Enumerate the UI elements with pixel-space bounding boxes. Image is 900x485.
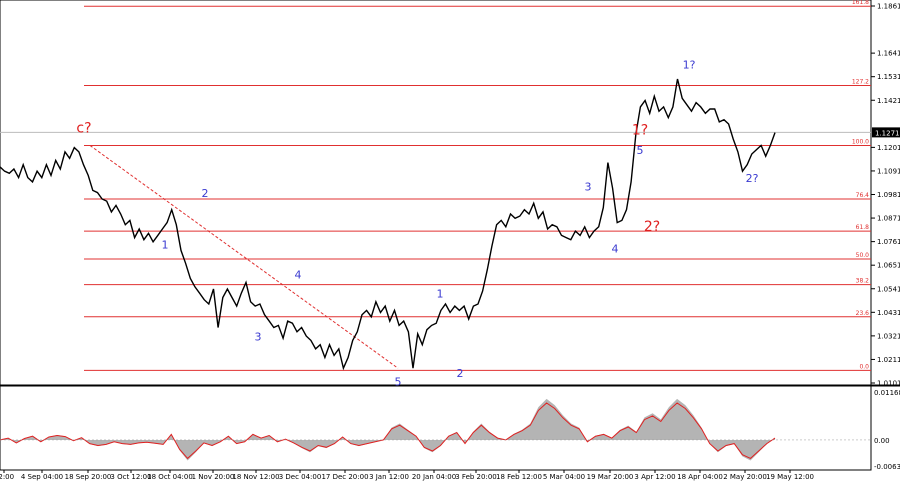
x-tick-label: 4 Sep 04:00 xyxy=(21,473,63,481)
y-tick-label: 1.0101 xyxy=(877,380,900,388)
x-tick-label: 22:00 xyxy=(0,473,14,481)
wave-label: 2 xyxy=(202,187,209,200)
wave-label: 2? xyxy=(746,172,759,185)
fib-level-label: 161.8 xyxy=(852,0,869,6)
wave-label: 3 xyxy=(585,180,592,193)
x-tick-label: 18 Apr 04:00 xyxy=(677,473,723,481)
y-tick-label: 1.0541 xyxy=(877,285,900,293)
x-tick-label: 3 Oct 12:00 xyxy=(110,473,151,481)
x-tick-label: 19 Mar 20:00 xyxy=(587,473,634,481)
x-tick-label: 18 Feb 12:00 xyxy=(496,473,542,481)
wave-label: 1 xyxy=(437,288,444,301)
wave-label: 5 xyxy=(637,144,644,157)
x-tick-label: 3 Apr 12:00 xyxy=(634,473,675,481)
wave-label: 3 xyxy=(255,330,262,343)
oscillator-signal-line xyxy=(0,402,776,460)
y-tick-label: 1.0211 xyxy=(877,356,900,364)
x-tick-label: 18 Nov 12:00 xyxy=(232,473,279,481)
oscillator-panel-frame xyxy=(0,385,872,471)
current-price-tag xyxy=(872,127,900,138)
x-tick-label: 19 May 12:00 xyxy=(766,473,814,481)
y-tick-label: 1.0651 xyxy=(877,262,900,270)
y-tick-label: 1.1861 xyxy=(877,3,900,11)
oscillator-tick-label: 0.00 xyxy=(874,437,890,445)
wave-label: 1? xyxy=(683,58,696,71)
price-line xyxy=(0,78,776,371)
y-tick-label: 1.1641 xyxy=(877,50,900,58)
x-tick-label: 18 Sep 20:00 xyxy=(65,473,112,481)
y-tick-label: 1.1091 xyxy=(877,167,900,175)
wave-label: 4 xyxy=(295,268,302,281)
wave-label: 2? xyxy=(644,219,660,235)
fib-level-label: 0.0 xyxy=(859,363,869,370)
fib-level-label: 76.4 xyxy=(856,192,870,199)
x-tick-label: 3 Feb 20:00 xyxy=(455,473,496,481)
x-tick-label: 1 Nov 20:00 xyxy=(192,473,235,481)
current-price-label: 1.1271 xyxy=(875,129,900,137)
y-tick-label: 1.0321 xyxy=(877,332,900,340)
wave-label: c? xyxy=(76,121,91,137)
x-tick-label: 20 Jan 04:00 xyxy=(412,473,456,481)
oscillator-tick-label: -0.00635 xyxy=(874,463,900,471)
fib-level-label: 50.0 xyxy=(856,252,870,259)
fib-level-label: 127.2 xyxy=(852,78,869,85)
oscillator-histogram xyxy=(0,398,775,461)
fib-level-label: 38.2 xyxy=(856,278,870,285)
wave-label: 1? xyxy=(632,123,648,139)
x-tick-label: 2 May 20:00 xyxy=(723,473,767,481)
y-tick-label: 1.0981 xyxy=(877,191,900,199)
fib-level-label: 100.0 xyxy=(852,138,869,145)
wave-label: 5 xyxy=(395,375,402,388)
y-tick-label: 1.0761 xyxy=(877,238,900,246)
fib-level-label: 61.8 xyxy=(856,224,870,231)
wave-label: 4 xyxy=(612,243,619,256)
wave-label: 1 xyxy=(162,238,169,251)
retracement-line xyxy=(89,145,399,369)
y-tick-label: 1.1421 xyxy=(877,97,900,105)
y-tick-label: 1.0431 xyxy=(877,309,900,317)
oscillator-tick-label: 0.01168 xyxy=(874,389,900,397)
x-tick-label: 3 Dec 04:00 xyxy=(279,473,322,481)
price-panel-frame xyxy=(0,0,872,386)
y-tick-label: 1.1201 xyxy=(877,144,900,152)
x-tick-label: 5 Mar 04:00 xyxy=(543,473,585,481)
wave-label: 2 xyxy=(457,367,464,380)
y-tick-label: 1.1531 xyxy=(877,73,900,81)
x-tick-label: 17 Dec 20:00 xyxy=(321,473,368,481)
x-tick-label: 3 Jan 12:00 xyxy=(369,473,409,481)
y-tick-label: 1.0871 xyxy=(877,215,900,223)
fib-level-label: 23.6 xyxy=(856,310,870,317)
x-tick-label: 18 Oct 04:00 xyxy=(147,473,193,481)
